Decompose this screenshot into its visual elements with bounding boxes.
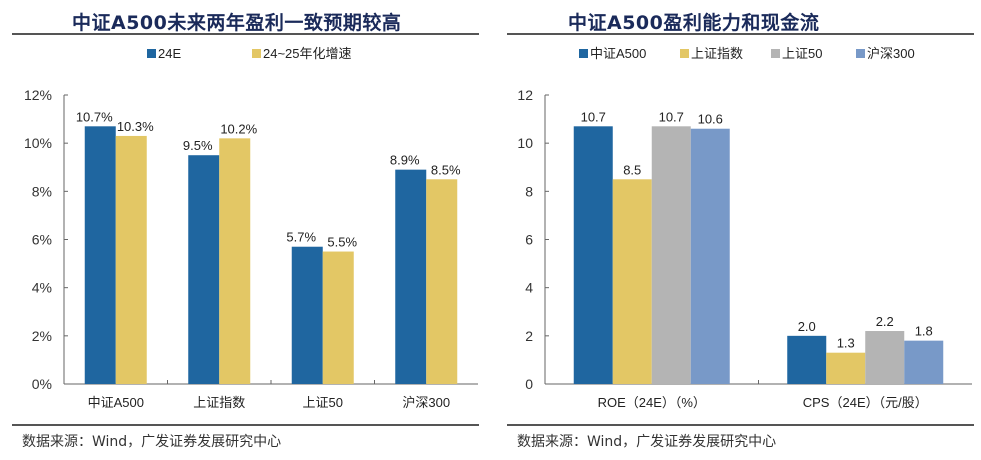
legend-label: 24E bbox=[158, 46, 181, 61]
data-label: 10.7 bbox=[581, 109, 606, 124]
legend-label: 24~25年化增速 bbox=[263, 46, 352, 61]
bar bbox=[115, 135, 147, 384]
legend-swatch bbox=[579, 49, 588, 58]
bar bbox=[865, 331, 905, 384]
bar bbox=[651, 126, 691, 384]
bar bbox=[426, 179, 458, 384]
left-chart-title: 中证A500未来两年盈利一致预期较高 bbox=[72, 12, 402, 34]
legend-label: 上证指数 bbox=[691, 46, 743, 61]
y-tick-label: 8% bbox=[32, 183, 52, 199]
legend-swatch bbox=[771, 49, 780, 58]
data-label: 2.2 bbox=[876, 314, 894, 329]
data-label: 8.5 bbox=[623, 162, 641, 177]
bar bbox=[395, 169, 427, 384]
bar bbox=[219, 138, 251, 384]
data-label: 1.8 bbox=[915, 324, 933, 339]
data-label: 10.6 bbox=[698, 112, 723, 127]
y-tick-label: 6% bbox=[32, 232, 52, 248]
bar bbox=[690, 128, 730, 384]
left-source-rule bbox=[12, 424, 479, 426]
y-tick-label: 4 bbox=[525, 280, 533, 296]
x-tick-label: CPS（24E）（元/股） bbox=[803, 395, 928, 410]
legend-swatch bbox=[680, 49, 689, 58]
data-label: 10.7% bbox=[76, 109, 113, 124]
left-panel: 中证A500未来两年盈利一致预期较高 24E 24~25年化增速 0% 2% 4% 6% 8… bbox=[0, 0, 490, 460]
y-tick-label: 12% bbox=[24, 87, 52, 103]
right-source-rule bbox=[507, 424, 974, 426]
bar bbox=[291, 246, 323, 384]
left-source-note: 数据来源：Wind，广发证券发展研究中心 bbox=[22, 434, 282, 450]
data-label: 8.5% bbox=[431, 162, 461, 177]
x-tick-label: 中证A500 bbox=[88, 395, 144, 410]
right-source-note: 数据来源：Wind，广发证券发展研究中心 bbox=[517, 434, 777, 450]
data-label: 5.7% bbox=[286, 230, 316, 245]
bar bbox=[826, 352, 866, 384]
bar bbox=[322, 251, 354, 384]
data-label: 10.2% bbox=[220, 121, 257, 136]
x-tick-label: ROE（24E）（%） bbox=[598, 395, 706, 410]
bar bbox=[787, 335, 827, 384]
y-tick-label: 12 bbox=[517, 87, 533, 103]
legend-swatch bbox=[856, 49, 865, 58]
y-tick-label: 6 bbox=[525, 232, 533, 248]
x-tick-label: 沪深300 bbox=[402, 395, 450, 410]
left-title-rule bbox=[12, 33, 479, 35]
bar bbox=[904, 340, 944, 384]
bar bbox=[573, 126, 613, 384]
data-label: 1.3 bbox=[837, 336, 855, 351]
bar bbox=[84, 126, 116, 384]
x-tick-label: 上证50 bbox=[303, 395, 343, 410]
y-tick-label: 4% bbox=[32, 280, 52, 296]
y-tick-label: 2 bbox=[525, 328, 533, 344]
legend-label: 沪深300 bbox=[867, 46, 915, 61]
right-panel: 中证A500盈利能力和现金流 中证A500 上证指数 上证50 沪深300 0 2 4 6 8 1… bbox=[490, 0, 981, 460]
x-tick-label: 上证指数 bbox=[193, 395, 245, 410]
data-label: 5.5% bbox=[327, 235, 357, 250]
y-tick-label: 8 bbox=[525, 183, 533, 199]
y-tick-label: 2% bbox=[32, 328, 52, 344]
left-chart: 24E 24~25年化增速 0% 2% 4% 6% 8% 10% 12% 10.7% 10.3% 中证… bbox=[24, 46, 478, 410]
data-label: 2.0 bbox=[798, 319, 816, 334]
y-tick-label: 10% bbox=[24, 135, 52, 151]
legend-label: 上证50 bbox=[782, 46, 822, 61]
data-label: 8.9% bbox=[390, 153, 420, 168]
legend-swatch bbox=[147, 49, 156, 58]
data-label: 10.3% bbox=[117, 119, 154, 134]
y-tick-label: 0% bbox=[32, 376, 52, 392]
right-chart-title: 中证A500盈利能力和现金流 bbox=[568, 12, 820, 34]
right-chart: 中证A500 上证指数 上证50 沪深300 0 2 4 6 8 10 12 10.7 8.5 10.7 1… bbox=[517, 46, 972, 410]
data-label: 10.7 bbox=[659, 109, 684, 124]
y-tick-label: 0 bbox=[525, 376, 533, 392]
right-title-rule bbox=[507, 33, 974, 35]
legend-swatch bbox=[252, 49, 261, 58]
bar bbox=[188, 155, 220, 384]
y-tick-label: 10 bbox=[517, 135, 533, 151]
legend-label: 中证A500 bbox=[590, 46, 646, 61]
bar bbox=[612, 179, 652, 384]
data-label: 9.5% bbox=[183, 138, 213, 153]
